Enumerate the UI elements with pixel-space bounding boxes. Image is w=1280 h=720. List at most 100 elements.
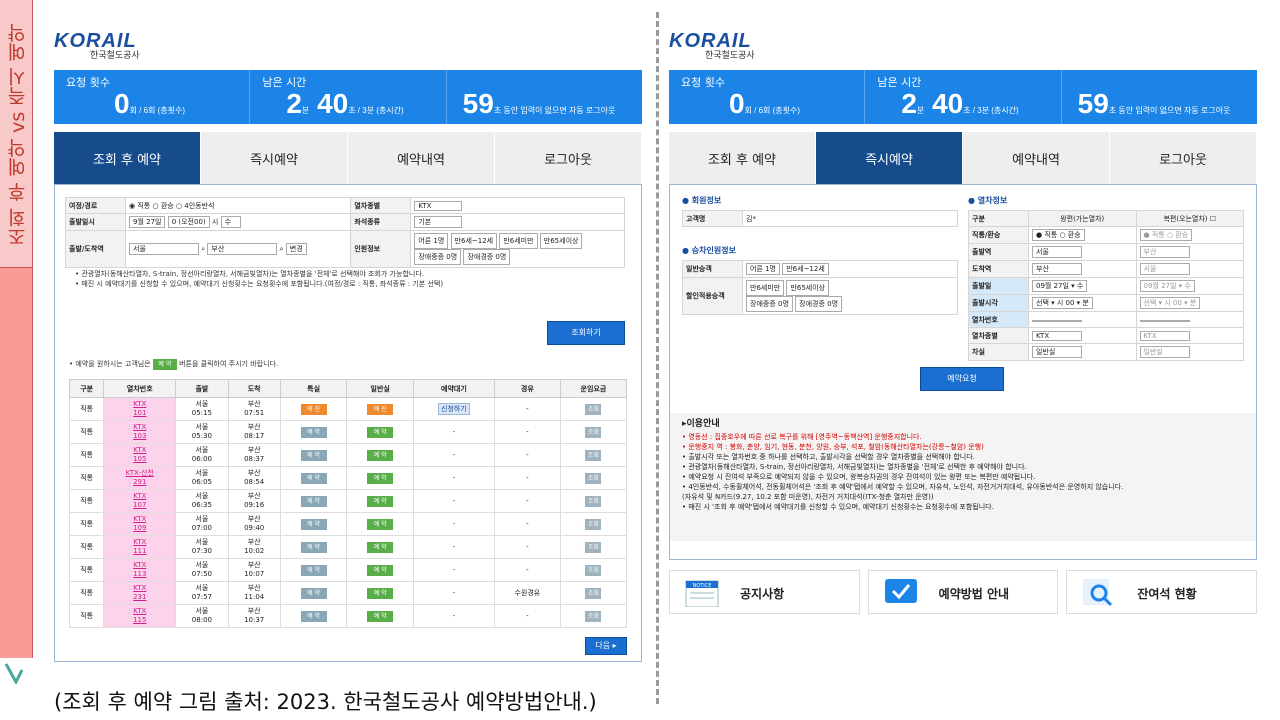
pax-mild[interactable]: 장애경증 0명 xyxy=(463,249,511,265)
special-seat-button[interactable]: 예 약 xyxy=(300,518,327,530)
time-select[interactable]: 0 (오전00) xyxy=(167,216,210,228)
pax-mild[interactable]: 장애경증 0명 xyxy=(795,296,843,312)
special-seat-button[interactable]: 예 약 xyxy=(300,495,327,507)
search-button[interactable]: 조회하기 xyxy=(547,321,625,345)
general-seat-button[interactable]: 예 약 xyxy=(367,587,394,599)
special-seat-button[interactable]: 예 약 xyxy=(300,426,327,438)
return-checkbox[interactable]: ☐ xyxy=(1209,214,1217,223)
general-seat-button[interactable]: 예 약 xyxy=(367,564,394,576)
card-howto[interactable]: 예약방법 안내 xyxy=(867,570,1059,614)
next-button[interactable]: 다음 ▸ xyxy=(585,637,627,655)
return-value[interactable]: 09월 27일 ▾ 수 xyxy=(1135,277,1244,295)
return-value[interactable]: ● 직통 ○ 환승 xyxy=(1135,226,1244,244)
general-seat-button[interactable]: 예 약 xyxy=(367,426,394,438)
card-notice[interactable]: NOTICE 공지사항 xyxy=(669,570,860,614)
return-value[interactable]: 일반실 xyxy=(1135,343,1244,361)
general-seat-button[interactable]: 매 진 xyxy=(367,403,394,415)
arr-input[interactable]: 부산 xyxy=(207,243,278,255)
return-value[interactable]: 서울 xyxy=(1135,260,1244,278)
pax-infant[interactable]: 만6세미만 xyxy=(499,233,538,249)
date-select[interactable]: 9월 27일 xyxy=(129,216,166,228)
fare-button[interactable]: 조회 xyxy=(585,449,602,461)
outbound-value[interactable]: 선택 ▾ 시 00 ▾ 분 xyxy=(1028,294,1137,312)
fare-button[interactable]: 조회 xyxy=(585,403,602,415)
train-number-link[interactable]: KTX-산천 291 xyxy=(103,466,177,490)
return-value[interactable] xyxy=(1135,311,1244,328)
tab-history[interactable]: 예약내역 xyxy=(348,132,495,184)
tab-search-reserve[interactable]: 조회 후 예약 xyxy=(669,132,816,184)
return-value[interactable]: KTX xyxy=(1135,327,1244,344)
fare-button[interactable]: 조회 xyxy=(585,472,602,484)
tab-history[interactable]: 예약내역 xyxy=(963,132,1110,184)
special-seat-button[interactable]: 예 약 xyxy=(300,541,327,553)
swap-button[interactable]: 변경 xyxy=(285,243,307,255)
outbound-value[interactable]: ● 직통 ○ 환승 xyxy=(1028,226,1137,244)
tab-logout[interactable]: 로그아웃 xyxy=(1110,132,1257,184)
train-number-link[interactable]: KTX 115 xyxy=(103,604,177,628)
tab-search-reserve[interactable]: 조회 후 예약 xyxy=(54,132,201,184)
reserve-request-button[interactable]: 예약요청 xyxy=(920,367,1004,391)
type-select[interactable]: KTX xyxy=(414,200,463,211)
search-icon[interactable]: ⌕ xyxy=(201,245,206,253)
outbound-value[interactable]: 일반실 xyxy=(1028,343,1137,361)
special-seat-button[interactable]: 예 약 xyxy=(300,564,327,576)
train-number-link[interactable]: KTX 111 xyxy=(103,535,177,559)
pax-adult[interactable]: 어른 1명 xyxy=(414,233,449,249)
pax-infant[interactable]: 만6세미만 xyxy=(746,280,785,296)
train-number-link[interactable]: KTX 107 xyxy=(103,489,177,513)
outbound-value[interactable]: 서울 xyxy=(1028,243,1137,261)
special-seat-button[interactable]: 예 약 xyxy=(300,449,327,461)
general-seat-button[interactable]: 예 약 xyxy=(367,541,394,553)
fare-button[interactable]: 조회 xyxy=(585,495,602,507)
train-number-link[interactable]: KTX 101 xyxy=(103,397,177,421)
tab-logout[interactable]: 로그아웃 xyxy=(495,132,642,184)
general-seat-button[interactable]: 예 약 xyxy=(367,610,394,622)
radio-direct[interactable]: ◉ xyxy=(129,201,138,210)
pax-senior[interactable]: 만65세이상 xyxy=(786,280,830,296)
pax-severe[interactable]: 장애중증 0명 xyxy=(414,249,462,265)
pax-child[interactable]: 만6세~12세 xyxy=(782,263,829,275)
tab-instant[interactable]: 즉시예약 xyxy=(201,132,348,184)
general-seat-button[interactable]: 예 약 xyxy=(367,449,394,461)
search-icon[interactable]: ⌕ xyxy=(279,245,284,253)
tab-bar: 조회 후 예약 즉시예약 예약내역 로그아웃 xyxy=(54,132,642,184)
waitlist-button[interactable]: 신청하기 xyxy=(438,402,470,415)
train-number-link[interactable]: KTX 109 xyxy=(103,512,177,536)
train-number-link[interactable]: KTX 105 xyxy=(103,443,177,467)
fare-button[interactable]: 조회 xyxy=(585,610,602,622)
outbound-value[interactable]: 부산 xyxy=(1028,260,1137,278)
train-number-link[interactable]: KTX 113 xyxy=(103,558,177,582)
pax-adult[interactable]: 어른 1명 xyxy=(746,263,780,275)
pax-severe[interactable]: 장애중증 0명 xyxy=(746,296,793,312)
special-seat-button[interactable]: 예 약 xyxy=(300,610,327,622)
card-seats[interactable]: 잔여석 현황 xyxy=(1066,570,1258,614)
pax-senior[interactable]: 만65세이상 xyxy=(539,233,583,249)
side-title: 조회 후 예약 vs 즉시 예약 xyxy=(7,23,29,247)
tab-instant[interactable]: 즉시예약 xyxy=(816,132,963,184)
radio-transfer[interactable]: ○ xyxy=(152,201,161,210)
via: - xyxy=(493,489,561,513)
fare-button[interactable]: 조회 xyxy=(585,426,602,438)
special-seat-button[interactable]: 예 약 xyxy=(300,472,327,484)
train-number-link[interactable]: KTX 103 xyxy=(103,420,177,444)
fare-button[interactable]: 조회 xyxy=(585,587,602,599)
general-seat-button[interactable]: 예 약 xyxy=(367,518,394,530)
train-number-link[interactable]: KTX 231 xyxy=(103,581,177,605)
general-seat: 예 약 xyxy=(346,466,415,490)
return-value[interactable]: 부산 xyxy=(1135,243,1244,261)
fare-button[interactable]: 조회 xyxy=(585,541,602,553)
return-value[interactable]: 선택 ▾ 시 00 ▾ 분 xyxy=(1135,294,1244,312)
special-seat-button[interactable]: 예 약 xyxy=(300,587,327,599)
special-seat-button[interactable]: 매 진 xyxy=(300,403,327,415)
outbound-value[interactable] xyxy=(1028,311,1137,328)
pax-child[interactable]: 만6세~12세 xyxy=(450,233,498,249)
outbound-value[interactable]: 09월 27일 ▾ 수 xyxy=(1028,277,1137,295)
fare-button[interactable]: 조회 xyxy=(585,518,602,530)
dep-input[interactable]: 서울 xyxy=(129,243,199,255)
fare-button[interactable]: 조회 xyxy=(585,564,602,576)
radio-4p[interactable]: ○ xyxy=(175,201,185,210)
general-seat-button[interactable]: 예 약 xyxy=(367,472,394,484)
seat-select[interactable]: 기본 xyxy=(414,216,463,228)
outbound-value[interactable]: KTX xyxy=(1028,327,1137,344)
general-seat-button[interactable]: 예 약 xyxy=(367,495,394,507)
